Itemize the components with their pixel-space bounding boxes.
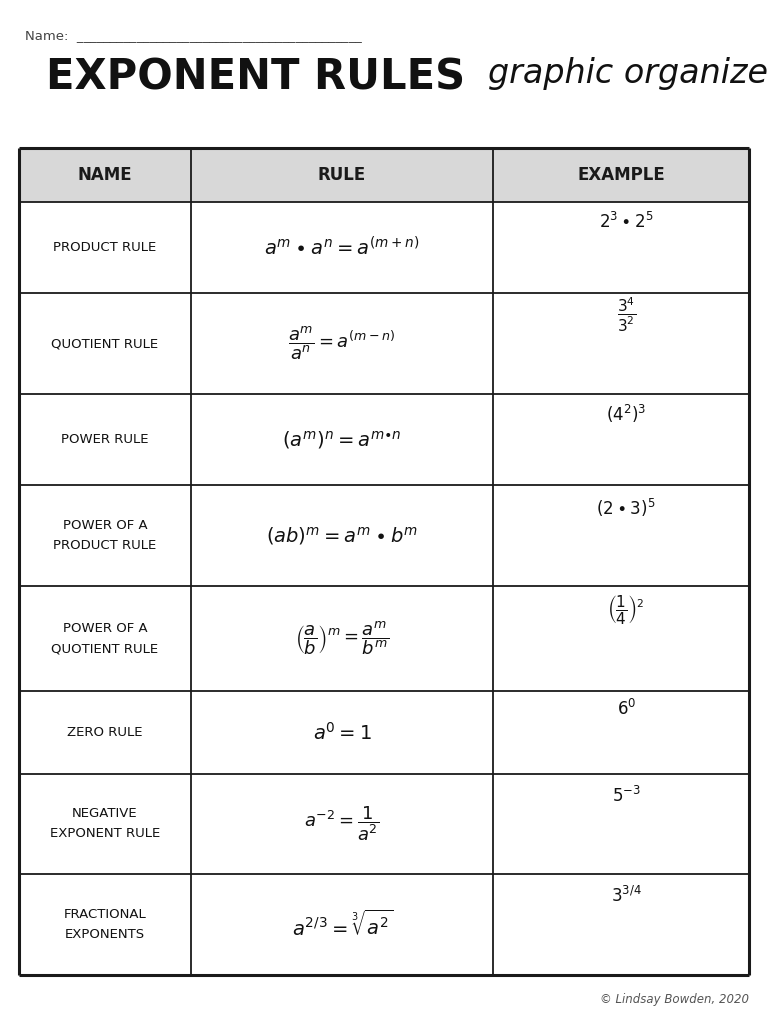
Text: graphic organizer: graphic organizer [488, 57, 768, 90]
Bar [19, 148, 749, 202]
Text: $6^0$: $6^0$ [617, 699, 636, 720]
Text: PRODUCT RULE: PRODUCT RULE [53, 241, 157, 254]
Text: $(ab)^m = a^m \bullet b^m$: $(ab)^m = a^m \bullet b^m$ [266, 524, 418, 547]
Text: $a^m \bullet a^n = a^{(m+n)}$: $a^m \bullet a^n = a^{(m+n)}$ [264, 236, 420, 259]
Bar [19, 202, 749, 293]
Text: $a^0 = 1$: $a^0 = 1$ [313, 722, 372, 743]
Text: $2^3 \bullet 2^5$: $2^3 \bullet 2^5$ [599, 212, 654, 231]
Text: EXAMPLE: EXAMPLE [578, 166, 665, 184]
Text: FRACTIONAL
EXPONENTS: FRACTIONAL EXPONENTS [64, 908, 146, 941]
Text: $a^{2/3} = \sqrt[3]{a^2}$: $a^{2/3} = \sqrt[3]{a^2}$ [292, 909, 392, 940]
Text: QUOTIENT RULE: QUOTIENT RULE [51, 337, 158, 350]
Bar [19, 691, 749, 773]
Text: $a^{-2} = \dfrac{1}{a^2}$: $a^{-2} = \dfrac{1}{a^2}$ [304, 805, 379, 843]
Bar [19, 773, 749, 874]
Text: POWER RULE: POWER RULE [61, 433, 149, 446]
Text: $\left(\dfrac{a}{b}\right)^m = \dfrac{a^m}{b^m}$: $\left(\dfrac{a}{b}\right)^m = \dfrac{a^… [295, 620, 389, 657]
Text: © Lindsay Bowden, 2020: © Lindsay Bowden, 2020 [600, 992, 749, 1006]
Text: Name:  ___________________________________________: Name: __________________________________… [25, 29, 361, 42]
Text: POWER OF A
PRODUCT RULE: POWER OF A PRODUCT RULE [53, 519, 157, 552]
Text: $5^{-3}$: $5^{-3}$ [612, 785, 641, 806]
Text: $(a^m)^n = a^{m{\bullet}n}$: $(a^m)^n = a^{m{\bullet}n}$ [282, 429, 402, 451]
Bar [19, 874, 749, 975]
Bar [19, 586, 749, 691]
Text: $\dfrac{3^4}{3^2}$: $\dfrac{3^4}{3^2}$ [617, 296, 636, 335]
Text: RULE: RULE [318, 166, 366, 184]
Bar [19, 293, 749, 394]
Text: $(4^2)^3$: $(4^2)^3$ [606, 402, 647, 425]
Text: $(2 \bullet 3)^5$: $(2 \bullet 3)^5$ [597, 497, 656, 518]
Text: NEGATIVE
EXPONENT RULE: NEGATIVE EXPONENT RULE [50, 807, 160, 841]
Text: $3^{3/4}$: $3^{3/4}$ [611, 887, 641, 906]
Text: $\left(\dfrac{1}{4}\right)^2$: $\left(\dfrac{1}{4}\right)^2$ [607, 593, 645, 626]
Text: $\dfrac{a^m}{a^n} = a^{(m-n)}$: $\dfrac{a^m}{a^n} = a^{(m-n)}$ [289, 325, 396, 362]
Bar [19, 485, 749, 586]
Bar [19, 394, 749, 485]
Text: ZERO RULE: ZERO RULE [67, 726, 143, 739]
Text: POWER OF A
QUOTIENT RULE: POWER OF A QUOTIENT RULE [51, 623, 158, 655]
Text: NAME: NAME [78, 166, 132, 184]
Text: EXPONENT RULES: EXPONENT RULES [46, 56, 465, 98]
